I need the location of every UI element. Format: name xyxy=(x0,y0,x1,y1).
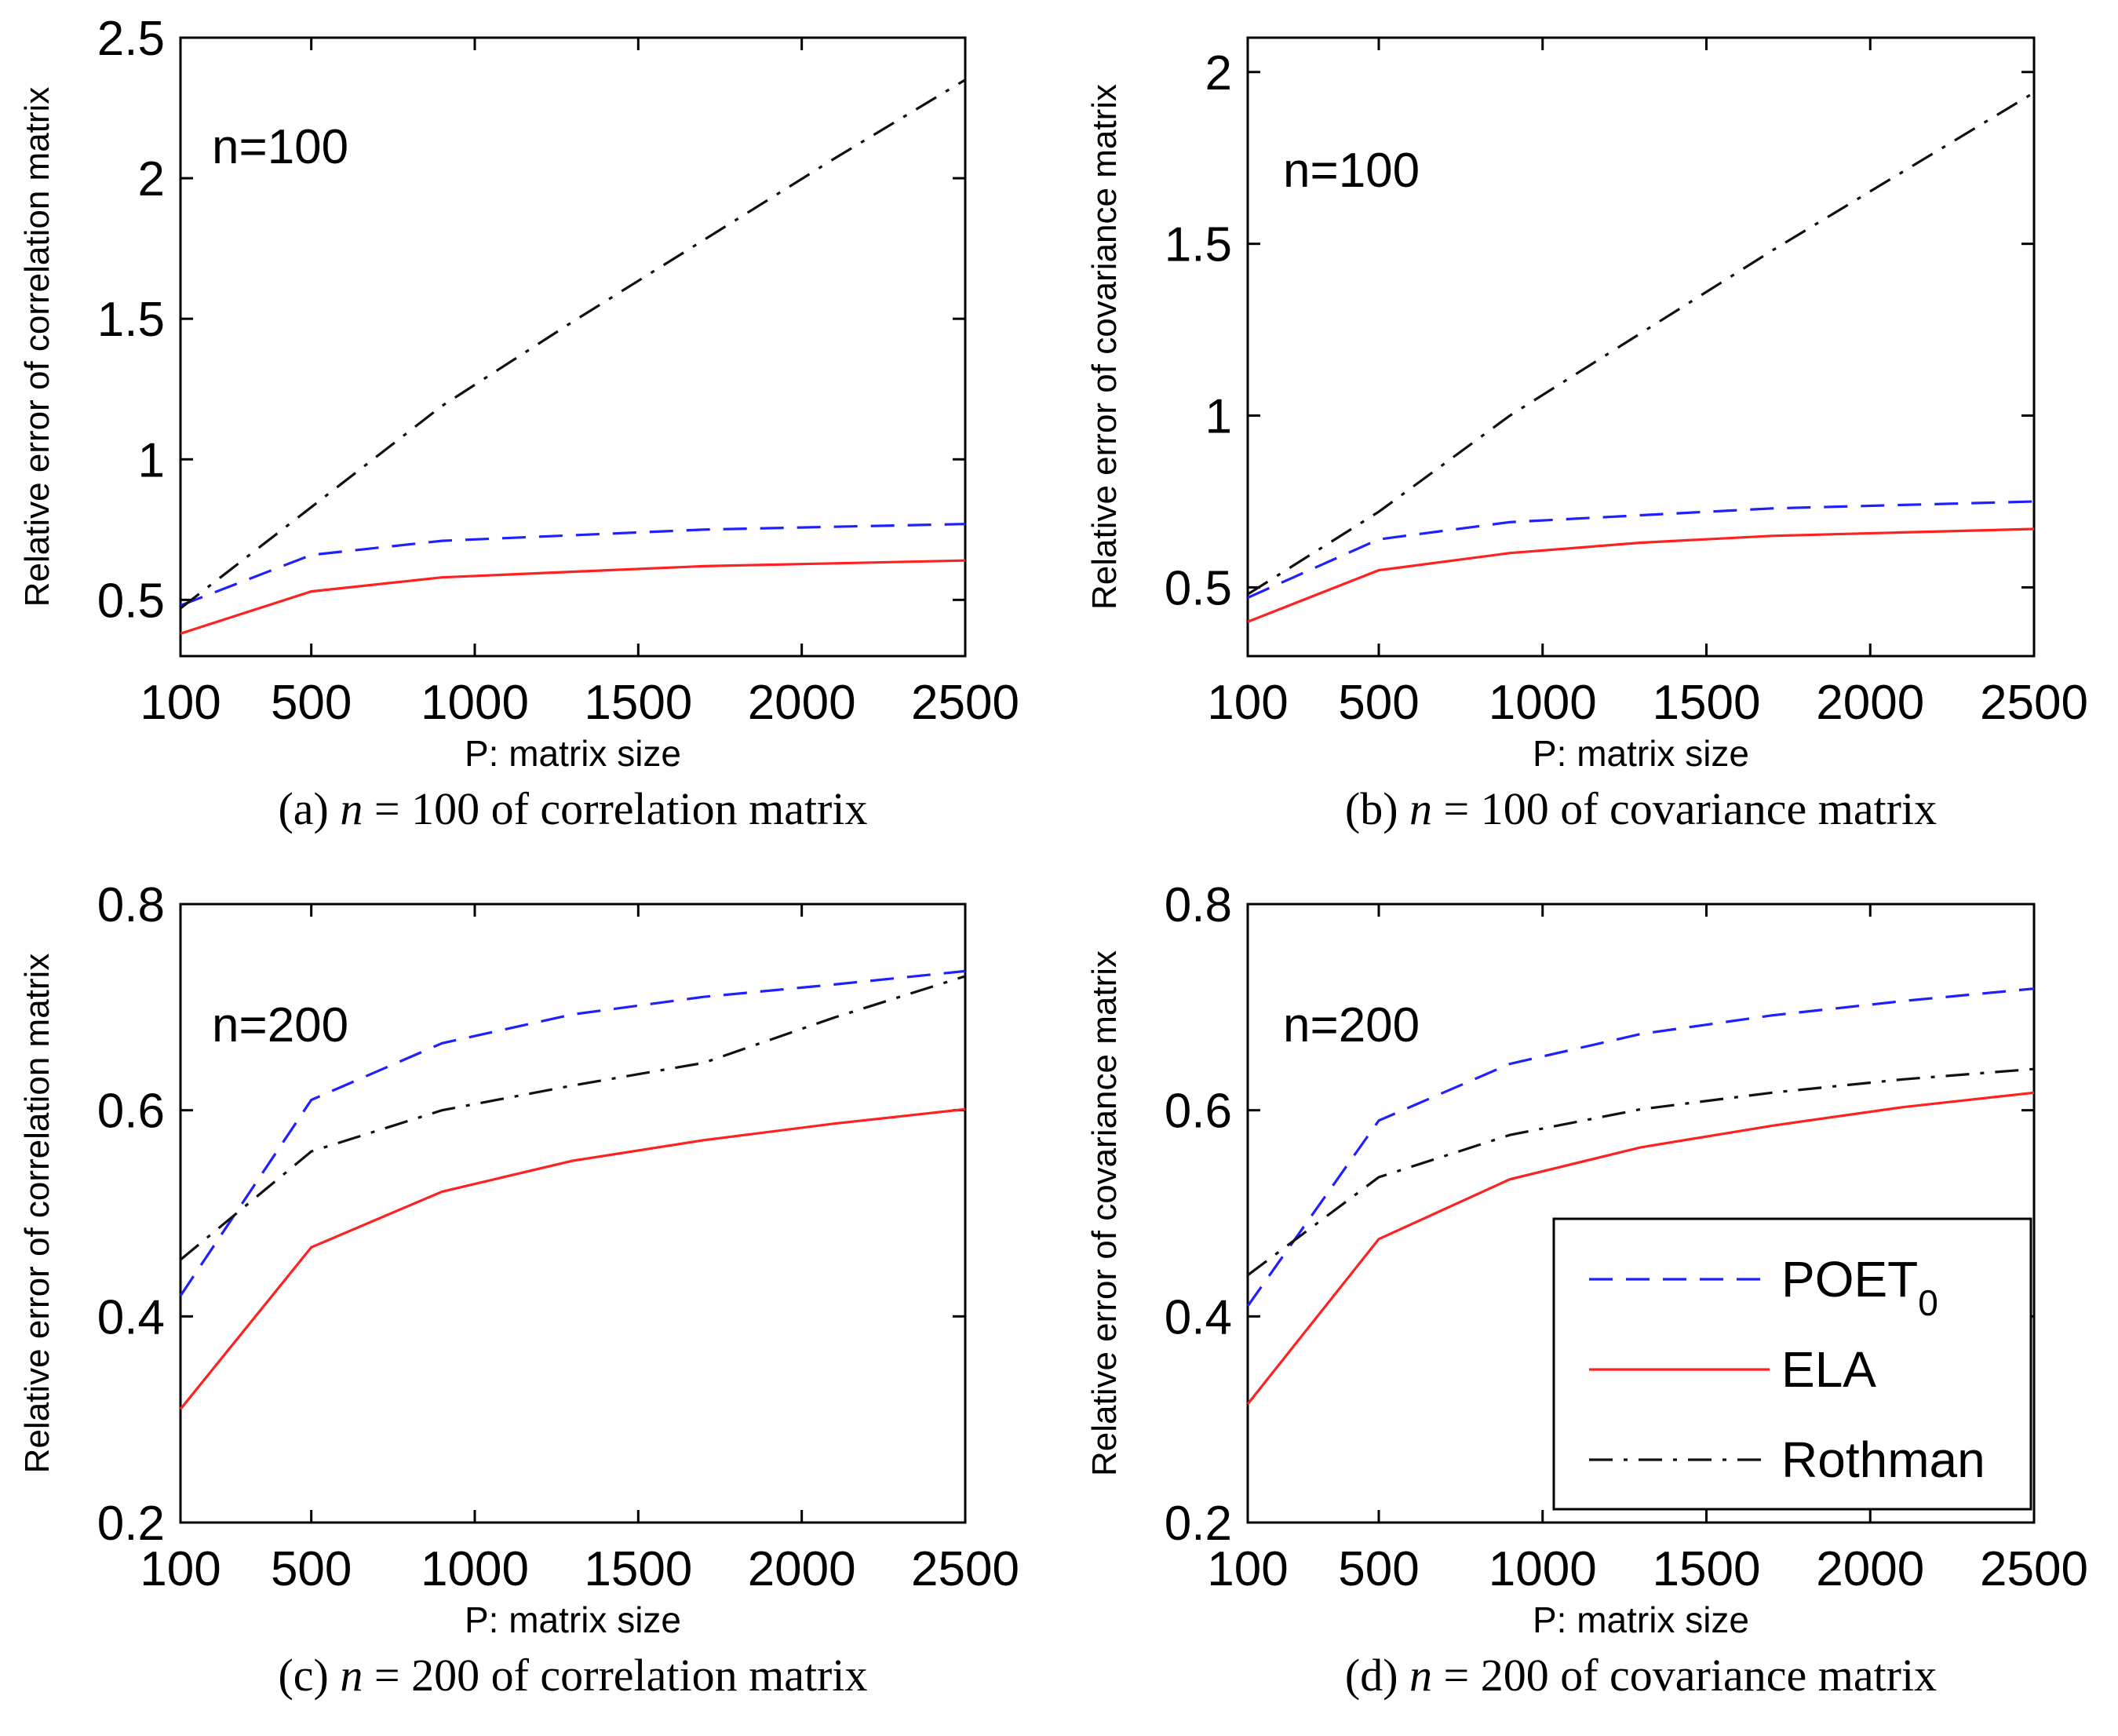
y-tick-label: 0.5 xyxy=(97,574,165,628)
caption-prefix: (c) xyxy=(278,1650,340,1701)
x-tick-label: 2500 xyxy=(911,676,1019,730)
chart-panel-c: 100 500 1000 1500 2000 2500 0.2 0.4 0.6 0.8 P: mat… xyxy=(18,878,1019,1701)
x-tick-label: 2000 xyxy=(748,1542,856,1596)
n-annotation: n=100 xyxy=(1283,144,1420,198)
y-axis-label: Relative error of covariance matrix xyxy=(1085,950,1124,1476)
y-tick-label: 0.4 xyxy=(1165,1290,1232,1344)
legend-label-poet: POET0 xyxy=(1781,1251,1938,1323)
y-tick-label: 1 xyxy=(1205,390,1232,444)
x-tick-label: 100 xyxy=(140,1542,221,1596)
series-rothman-line xyxy=(180,78,966,610)
caption-suffix: = 100 of correlation matrix xyxy=(363,783,867,834)
series-rothman-line xyxy=(1247,1067,2035,1277)
series-ela-line xyxy=(180,559,966,635)
panel-caption: (c) n = 200 of correlation matrix xyxy=(278,1650,867,1701)
x-tick-label: 1000 xyxy=(421,676,529,730)
x-tick-label: 2000 xyxy=(748,676,856,730)
x-tick-label: 1500 xyxy=(1653,676,1761,730)
x-tick-label: 100 xyxy=(1207,1542,1288,1596)
y-axis-label: Relative error of correlation matrix xyxy=(18,954,57,1474)
x-tick-label: 2500 xyxy=(1980,1542,2088,1596)
caption-italic: n xyxy=(340,1650,363,1701)
y-tick-label: 2 xyxy=(1205,46,1232,100)
y-tick-label: 0.4 xyxy=(97,1290,165,1344)
caption-suffix: = 200 of covariance matrix xyxy=(1432,1650,1937,1701)
y-tick-label: 2.5 xyxy=(97,12,165,66)
series-poet0-line xyxy=(1247,500,2035,600)
series-poet0-line xyxy=(1246,987,2035,1307)
x-tick-label: 2000 xyxy=(1816,676,1924,730)
x-tick-label: 2500 xyxy=(1980,676,2088,730)
x-tick-label: 1500 xyxy=(584,1542,692,1596)
x-tick-label: 500 xyxy=(1338,676,1419,730)
x-tick-label: 1500 xyxy=(584,676,692,730)
y-tick-label: 2 xyxy=(138,152,165,206)
panel-caption: (b) n = 100 of covariance matrix xyxy=(1345,783,1937,834)
y-tick-label: 0.2 xyxy=(97,1497,165,1551)
x-tick-label: 2500 xyxy=(911,1542,1019,1596)
series-ela-line xyxy=(1246,1091,2035,1405)
legend: POET0 ELA Rothman xyxy=(1552,1217,2032,1511)
x-tick-label: 1500 xyxy=(1653,1542,1761,1596)
legend-box xyxy=(1552,1217,2032,1511)
axes-box xyxy=(179,36,967,658)
x-tick-label: 1000 xyxy=(1489,1542,1597,1596)
caption-italic: n xyxy=(1409,1650,1432,1701)
series-poet0-line xyxy=(180,523,966,607)
y-tick-label: 0.8 xyxy=(1165,878,1232,932)
series-rothman-line xyxy=(179,975,966,1261)
series-ela-line xyxy=(179,1107,966,1410)
legend-label-ela: ELA xyxy=(1781,1341,1876,1398)
x-axis-label: P: matrix size xyxy=(465,1599,681,1640)
chart-panel-b: 100 500 1000 1500 2000 2500 0.5 1 1.5 2 P: matrix … xyxy=(1085,36,2088,834)
series-ela-line xyxy=(1247,527,2035,623)
legend-label-subscript: 0 xyxy=(1918,1282,1938,1323)
caption-suffix: = 100 of covariance matrix xyxy=(1432,783,1937,834)
axes-box xyxy=(179,903,967,1524)
x-tick-label: 500 xyxy=(271,1542,352,1596)
caption-suffix: = 200 of correlation matrix xyxy=(363,1650,867,1701)
x-tick-label: 500 xyxy=(1338,1542,1419,1596)
caption-italic: n xyxy=(1409,783,1432,834)
y-tick-label: 1.5 xyxy=(1165,218,1232,272)
series-poet0-line xyxy=(179,969,966,1297)
y-tick-label: 0.6 xyxy=(1165,1085,1232,1139)
chart-panel-a: 100 500 1000 1500 2000 2500 0.5 1 1.5 2 2.5 P: matr… xyxy=(18,12,1019,834)
y-tick-label: 0.5 xyxy=(1165,561,1232,615)
legend-label-main: Rothman xyxy=(1781,1431,1985,1488)
n-annotation: n=100 xyxy=(212,120,348,174)
n-annotation: n=200 xyxy=(212,998,348,1052)
x-tick-label: 100 xyxy=(1207,676,1288,730)
legend-label-main: POET xyxy=(1781,1251,1918,1307)
panel-caption: (d) n = 200 of covariance matrix xyxy=(1345,1650,1937,1701)
legend-label-rothman: Rothman xyxy=(1781,1431,1985,1488)
y-tick-label: 0.2 xyxy=(1165,1497,1232,1551)
x-tick-label: 500 xyxy=(271,676,352,730)
y-axis-label: Relative error of correlation matrix xyxy=(18,87,57,607)
y-axis-label: Relative error of covariance matrix xyxy=(1085,84,1124,610)
x-axis-label: P: matrix size xyxy=(1533,1599,1749,1640)
axes-box xyxy=(1246,903,2036,1524)
n-annotation: n=200 xyxy=(1283,998,1420,1052)
y-tick-label: 0.8 xyxy=(97,878,165,932)
x-tick-label: 100 xyxy=(140,676,221,730)
x-axis-label: P: matrix size xyxy=(1533,733,1749,774)
axes-box xyxy=(1246,36,2036,658)
x-tick-label: 2000 xyxy=(1816,1542,1924,1596)
chart-panel-d: 100 500 1000 1500 2000 2500 0.2 0.4 0.6 0.8 P: mat… xyxy=(1085,878,2088,1701)
series-rothman-line xyxy=(1247,91,2035,596)
y-tick-label: 1 xyxy=(138,433,165,487)
y-tick-label: 1.5 xyxy=(97,293,165,347)
legend-label-main: ELA xyxy=(1781,1341,1876,1398)
x-tick-label: 1000 xyxy=(1489,676,1597,730)
caption-prefix: (d) xyxy=(1345,1650,1409,1701)
caption-prefix: (b) xyxy=(1345,783,1409,834)
caption-prefix: (a) xyxy=(278,783,340,834)
x-tick-label: 1000 xyxy=(421,1542,529,1596)
x-axis-label: P: matrix size xyxy=(465,733,681,774)
y-tick-label: 0.6 xyxy=(97,1085,165,1139)
panel-caption: (a) n = 100 of correlation matrix xyxy=(278,783,867,834)
caption-italic: n xyxy=(340,783,363,834)
